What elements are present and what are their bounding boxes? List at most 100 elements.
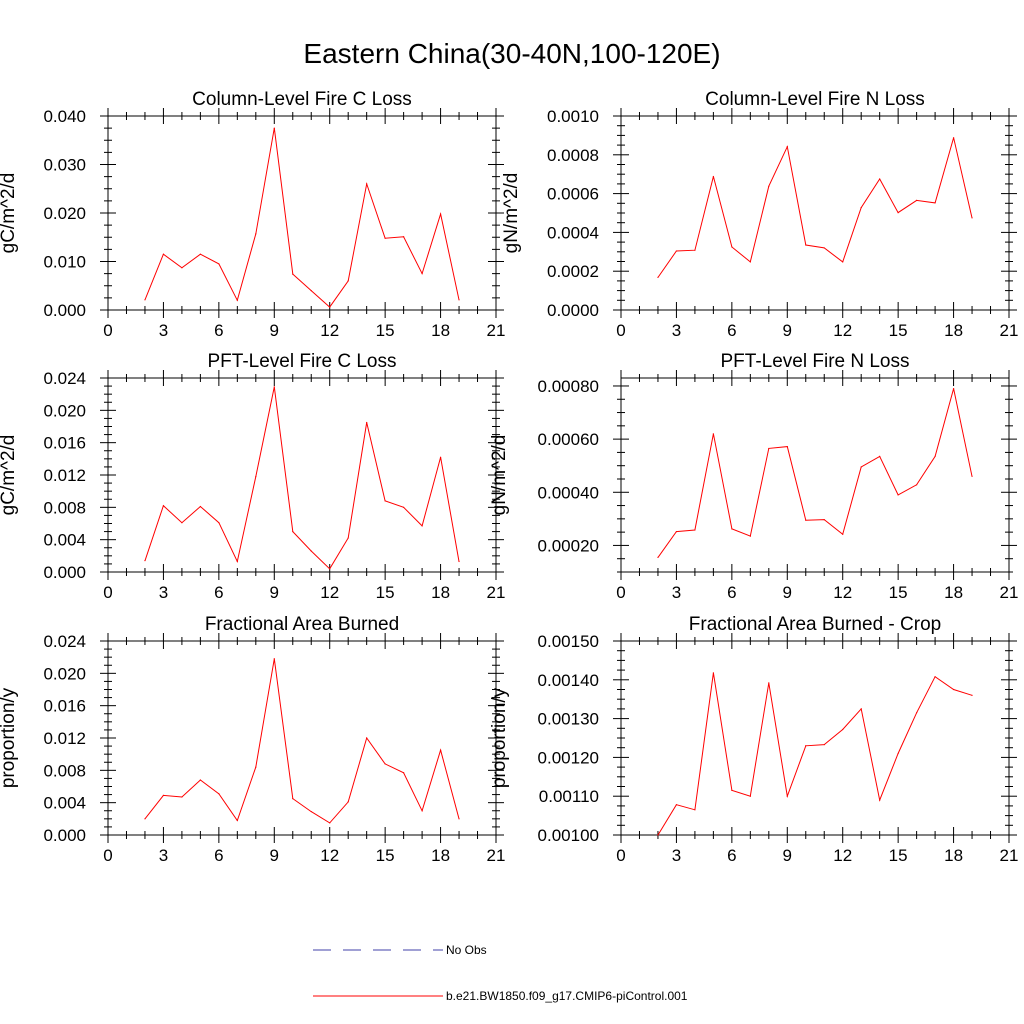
data-point	[749, 261, 751, 263]
data-point	[181, 267, 183, 269]
y-tick-label: 0.0000	[547, 301, 599, 320]
x-tick-label: 21	[487, 583, 506, 602]
x-tick-label: 0	[103, 583, 112, 602]
data-point	[971, 694, 973, 696]
data-point	[310, 290, 312, 292]
y-tick-label: 0.0010	[547, 107, 599, 126]
data-point	[366, 737, 368, 739]
data-point	[768, 447, 770, 450]
x-tick-label: 0	[616, 321, 625, 340]
data-point	[768, 185, 770, 187]
chart-panel-1: Column-Level Fire C Loss gC/m^2/d 0 3 6 9 12 15…	[0, 89, 505, 340]
y-tick-label: 0.020	[43, 204, 86, 223]
data-point	[934, 455, 936, 457]
data-point	[675, 250, 678, 252]
x-tick-label: 6	[214, 583, 223, 602]
x-tick-label: 12	[320, 321, 339, 340]
data-point	[403, 772, 405, 774]
data-point	[384, 763, 386, 765]
y-tick-label: 0.000	[43, 563, 86, 582]
plot-frame	[620, 115, 1010, 311]
data-point	[236, 819, 238, 822]
data-point	[439, 456, 442, 458]
y-tick-label: 0.024	[43, 369, 86, 388]
y-tick-label: 0.020	[43, 664, 86, 683]
y-tick-label: 0.00100	[538, 826, 599, 845]
series-line-1	[144, 128, 460, 308]
data-point	[786, 795, 788, 797]
data-point	[712, 672, 714, 674]
chart-panel-2: Column-Level Fire N Loss gN/m^2/d 0 3 6 9 12 15…	[501, 89, 1018, 340]
chart-panel-6: Fractional Area Burned - Crop proportion/…	[489, 614, 1018, 865]
x-tick-label: 15	[889, 583, 908, 602]
data-point	[823, 519, 825, 521]
data-point	[199, 253, 201, 255]
chart-title: PFT-Level Fire N Loss	[721, 351, 910, 372]
data-point	[916, 712, 918, 714]
chart-panel-5: Fractional Area Burned proportion/y 0 3 6 9 12…	[0, 614, 505, 865]
data-point	[860, 466, 862, 468]
x-tick-label: 15	[376, 321, 395, 340]
y-tick-label: 0.00040	[538, 483, 599, 502]
y-tick-label: 0.0004	[547, 223, 599, 242]
y-tick-label: 0.016	[43, 697, 86, 716]
x-tick-label: 18	[944, 321, 963, 340]
data-point	[823, 247, 825, 249]
data-point	[749, 795, 751, 797]
data-point	[421, 810, 423, 812]
y-tick-label: 0.020	[43, 401, 86, 420]
data-point	[731, 789, 733, 791]
x-tick-label: 6	[214, 846, 223, 865]
x-tick-label: 9	[270, 583, 279, 602]
y-tick-label: 0.016	[43, 434, 86, 453]
data-point	[310, 550, 312, 552]
x-tick-label: 0	[616, 846, 625, 865]
page-title: Eastern China(30-40N,100-120E)	[303, 38, 721, 69]
y-axis-label: proportion/y	[0, 687, 19, 788]
data-point	[657, 834, 659, 836]
data-point	[310, 810, 312, 813]
data-point	[657, 276, 659, 279]
y-tick-label: 0.012	[43, 466, 86, 485]
x-tick-label: 3	[159, 321, 168, 340]
data-point	[805, 244, 807, 246]
data-point	[934, 202, 936, 204]
data-point	[731, 246, 733, 248]
data-point	[805, 519, 807, 521]
data-point	[181, 796, 183, 798]
data-point	[675, 531, 678, 533]
data-point	[403, 236, 405, 238]
y-tick-label: 0.030	[43, 156, 86, 175]
data-point	[749, 535, 751, 537]
data-point	[952, 388, 955, 390]
x-tick-label: 15	[376, 583, 395, 602]
data-point	[694, 809, 696, 811]
y-axis-label: gC/m^2/d	[0, 173, 19, 254]
data-point	[199, 779, 201, 781]
y-tick-label: 0.012	[43, 729, 86, 748]
data-point	[458, 818, 460, 820]
data-point	[273, 127, 275, 129]
series-line-1	[657, 137, 973, 278]
chart-title: Column-Level Fire C Loss	[192, 89, 412, 110]
y-tick-label: 0.0006	[547, 185, 599, 204]
data-point	[842, 261, 844, 263]
x-tick-label: 9	[270, 846, 279, 865]
y-tick-label: 0.00110	[539, 787, 599, 806]
x-tick-label: 0	[103, 321, 112, 340]
data-point	[199, 505, 201, 508]
y-axis-label: gN/m^2/d	[489, 435, 510, 516]
data-point	[805, 745, 807, 747]
x-tick-label: 0	[616, 583, 625, 602]
x-tick-label: 6	[727, 321, 736, 340]
data-point	[162, 505, 165, 507]
chart-title: Column-Level Fire N Loss	[705, 89, 925, 110]
x-tick-label: 3	[159, 583, 168, 602]
x-tick-label: 6	[214, 321, 223, 340]
y-tick-label: 0.00140	[538, 671, 599, 690]
chart-title: Fractional Area Burned - Crop	[689, 614, 941, 635]
data-point	[218, 522, 220, 524]
data-point	[952, 688, 955, 691]
plot-frame	[107, 377, 497, 573]
